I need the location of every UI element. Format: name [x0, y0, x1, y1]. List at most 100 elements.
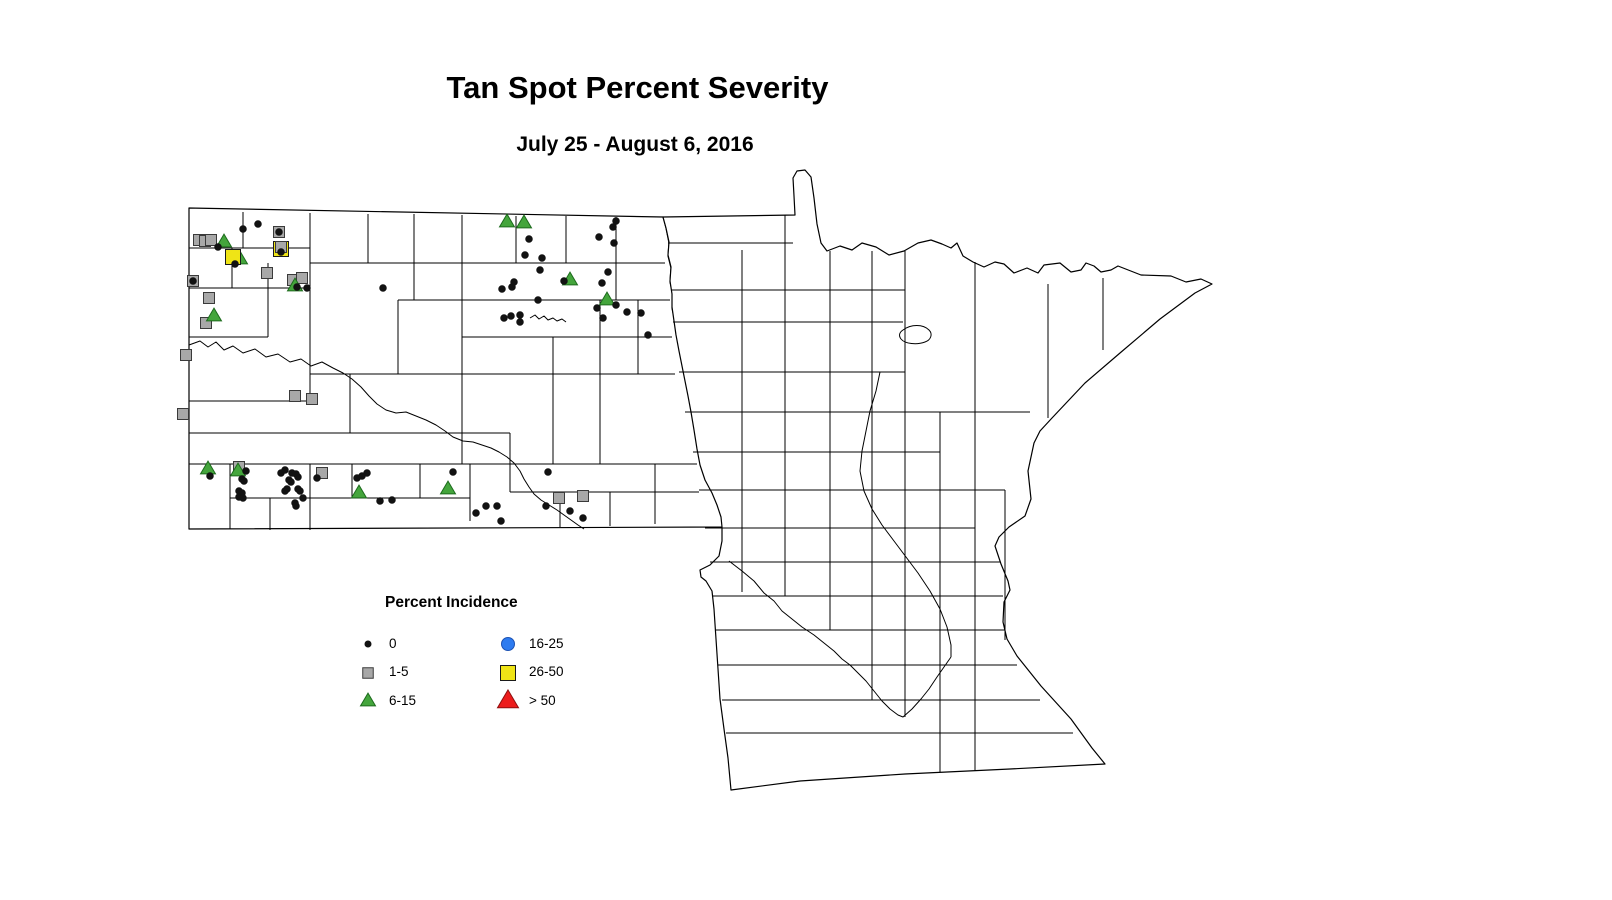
marker-dot [206, 472, 214, 480]
legend-symbol-dot [364, 640, 372, 648]
marker-dot [287, 478, 295, 486]
legend-item-sq: 1-5 [355, 660, 409, 684]
marker-dot [637, 309, 645, 317]
marker-dot [544, 468, 552, 476]
marker-dot [296, 487, 304, 495]
minnesota-outline [662, 169, 1213, 791]
marker-dot [376, 497, 384, 505]
marker-dot [189, 277, 197, 285]
marker-dot [277, 248, 285, 256]
marker-tri [515, 214, 533, 229]
red-lake [899, 325, 932, 345]
page-subtitle: July 25 - August 6, 2016 [516, 133, 754, 156]
legend-item-tri: 6-15 [355, 688, 416, 712]
marker-dot [313, 474, 321, 482]
marker-dot [612, 217, 620, 225]
marker-dot [598, 279, 606, 287]
marker-dot [525, 235, 533, 243]
marker-dot [472, 509, 480, 517]
marker-dot [593, 304, 601, 312]
legend-item-ysq: 26-50 [495, 660, 564, 684]
legend-item-circ: 16-25 [495, 631, 564, 655]
marker-tri [205, 307, 223, 322]
marker-sq [205, 234, 217, 246]
marker-sq [296, 272, 308, 284]
marker-dot [610, 239, 618, 247]
marker-dot [500, 314, 508, 322]
marker-dot [521, 251, 529, 259]
legend-item-label: 6-15 [389, 692, 417, 708]
marker-tri [350, 484, 368, 499]
marker-tri [229, 462, 247, 477]
legend-symbol-tri [359, 692, 377, 707]
marker-dot [299, 494, 307, 502]
legend-item-rtri: > 50 [495, 688, 556, 712]
marker-dot [379, 284, 387, 292]
page-title: Tan Spot Percent Severity [446, 70, 829, 105]
marker-sq [200, 317, 212, 329]
legend-item-label: 1-5 [389, 664, 409, 679]
legend-item-label: 0 [389, 635, 397, 651]
marker-dot [599, 314, 607, 322]
marker-tri [598, 291, 616, 306]
legend-symbol-circ [501, 637, 515, 651]
legend-symbol-sq [362, 666, 374, 679]
devils-lake [529, 314, 567, 323]
marker-tri [439, 480, 457, 495]
marker-dot [560, 277, 568, 285]
marker-dot [604, 268, 612, 276]
north-dakota-outline [188, 207, 725, 530]
marker-dot [595, 233, 603, 241]
marker-dot [292, 502, 300, 510]
marker-dot [363, 469, 371, 477]
marker-dot [498, 285, 506, 293]
marker-dot [579, 514, 587, 522]
marker-dot [516, 311, 524, 319]
state-outlines [188, 169, 1213, 791]
rivers [188, 314, 952, 718]
marker-dot [566, 507, 574, 515]
missouri-river [188, 340, 585, 530]
legend-item-dot: 0 [355, 631, 397, 655]
legend-symbol-ysq [500, 664, 516, 681]
marker-dot [507, 312, 515, 320]
marker-sq [553, 492, 565, 504]
marker-dot [623, 308, 631, 316]
marker-dot [538, 254, 546, 262]
marker-sq [577, 490, 589, 502]
marker-dot [254, 220, 262, 228]
marker-dot [612, 301, 620, 309]
marker-dot [542, 502, 550, 510]
marker-sq [306, 393, 318, 405]
marker-sq [261, 267, 273, 279]
marker-dot [644, 331, 652, 339]
legend-item-label: 16-25 [529, 635, 564, 651]
marker-dot [242, 467, 250, 475]
marker-dot [303, 284, 311, 292]
marker-dot [497, 517, 505, 525]
minnesota-river [728, 560, 952, 718]
marker-dot [534, 296, 542, 304]
marker-dot [275, 228, 283, 236]
marker-dot [281, 466, 289, 474]
north-dakota-county-lines [189, 212, 699, 530]
marker-dot [516, 318, 524, 326]
marker-sq [289, 390, 301, 402]
legend-item-label: > 50 [529, 692, 556, 708]
marker-dot [449, 468, 457, 476]
marker-dot [388, 496, 396, 504]
marker-dot [239, 225, 247, 233]
legend-symbol-rtri [496, 688, 520, 709]
marker-dot [293, 283, 301, 291]
map-markers [177, 213, 652, 525]
marker-dot [536, 266, 544, 274]
marker-tri [215, 233, 233, 248]
marker-dot [239, 494, 247, 502]
legend-title: Percent Incidence [385, 594, 518, 611]
marker-sq [203, 292, 215, 304]
marker-dot [214, 243, 222, 251]
legend-item-label: 26-50 [529, 664, 564, 679]
minnesota-county-lines [668, 215, 1104, 772]
